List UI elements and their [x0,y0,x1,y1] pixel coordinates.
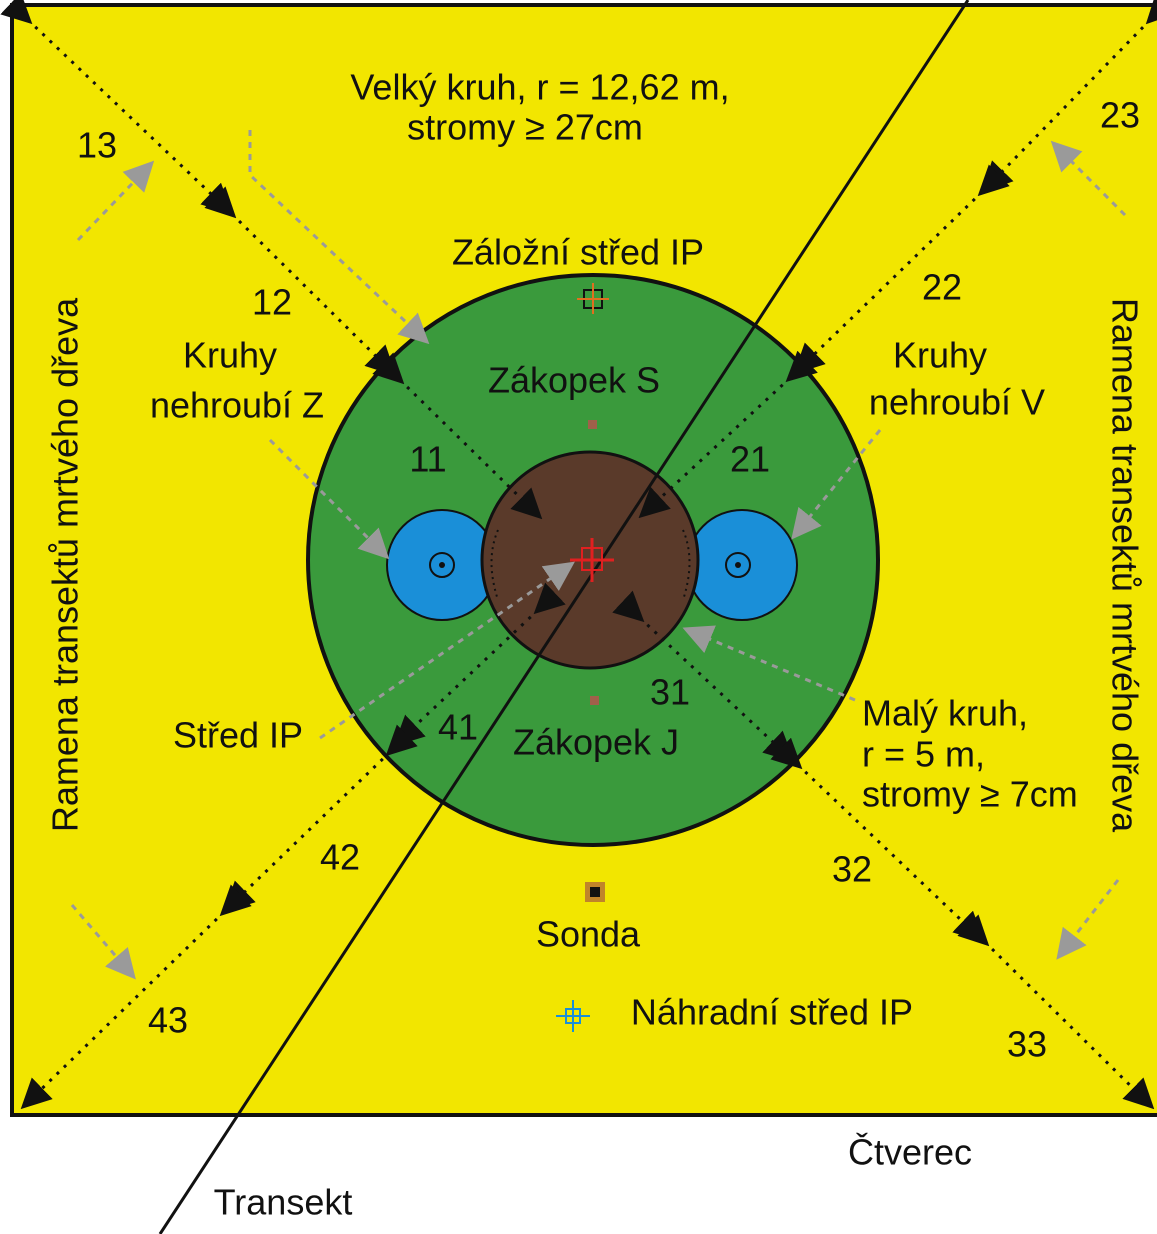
label: nehroubí Z [150,385,324,426]
label: Zákopek S [488,360,660,401]
segment: 11 [409,439,446,480]
label: Zákopek J [513,722,679,763]
label: Čtverec [848,1132,972,1173]
segment: 41 [438,707,478,748]
icon [735,562,741,568]
undergrowth-circle-east [686,509,798,621]
segment: 31 [650,672,690,713]
overlap [490,529,691,601]
segment: 43 [148,1000,188,1041]
label: Malý kruh, [862,693,1028,734]
arms [0,0,1157,1110]
label: r = 5 m, [862,734,985,775]
title: Velký kruh, r = 12,62 m, [350,67,729,108]
icon [439,562,445,568]
label: Záložní střed IP [452,232,704,273]
label: stromy ≥ 7cm [862,774,1078,815]
label: nehroubí V [869,382,1045,423]
segment: 13 [77,125,117,166]
icon [429,552,455,578]
points [556,283,614,1032]
label: Kruhy [893,335,987,376]
segment: 22 [922,267,962,308]
label: Transekt [214,1182,353,1223]
segment: 12 [252,282,292,323]
segment: 42 [320,837,360,878]
icon [725,552,751,578]
leaders [70,130,1127,980]
label: Náhradní střed IP [631,992,913,1033]
title: stromy ≥ 27cm [407,107,643,148]
segment: 32 [832,849,872,890]
segment: 21 [730,439,770,480]
label: Střed IP [173,715,303,756]
segment: 33 [1007,1024,1047,1065]
label: Kruhy [183,335,277,376]
segment: 23 [1100,95,1140,136]
side-label: Ramena transektů mrtvého dřeva [45,297,86,832]
label: Sonda [536,914,641,955]
side-label: Ramena transektů mrtvého dřeva [1104,298,1145,833]
